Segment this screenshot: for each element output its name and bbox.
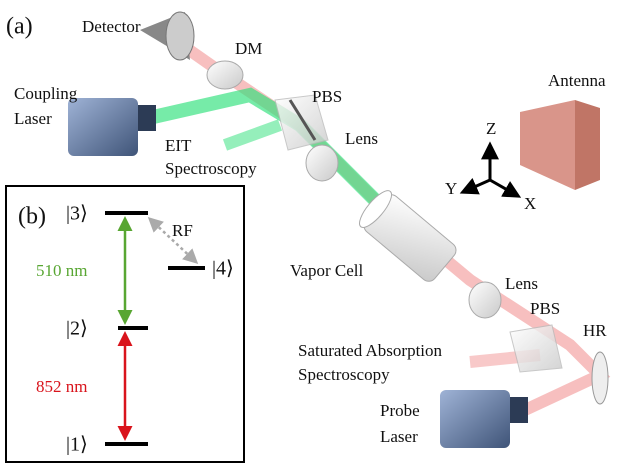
label: EIT — [165, 136, 192, 155]
label: Laser — [380, 427, 418, 446]
axis-label: Z — [486, 119, 496, 138]
level-label: |2⟩ — [66, 318, 88, 340]
energy-diagram: (b) |3⟩ |4⟩ |2⟩ |1⟩ RF 510 nm 852 nm — [6, 186, 244, 462]
label: DM — [235, 39, 262, 58]
label: Saturated Absorption — [298, 341, 443, 360]
panel-label: (a) — [6, 14, 33, 40]
figure: (a) Detector DM Coupling Laser PBS Anten… — [0, 0, 618, 469]
wavelength-label: 510 nm — [36, 261, 87, 280]
axis-label: Y — [445, 179, 457, 198]
level-label: |1⟩ — [66, 434, 88, 456]
label: PBS — [312, 87, 342, 106]
label: Vapor Cell — [290, 261, 363, 280]
label: Spectroscopy — [298, 365, 390, 384]
level-label: |3⟩ — [66, 203, 88, 225]
label: Detector — [82, 17, 141, 36]
level-label: |4⟩ — [212, 258, 234, 280]
label: Antenna — [548, 71, 606, 90]
label: Laser — [14, 109, 52, 128]
label: Coupling — [14, 84, 78, 103]
label: Lens — [345, 129, 378, 148]
label: RF — [172, 221, 193, 240]
label: Probe — [380, 401, 420, 420]
label: Lens — [505, 274, 538, 293]
axis-label: X — [524, 194, 536, 213]
label: Spectroscopy — [165, 159, 257, 178]
label: PBS — [530, 299, 560, 318]
panel-label: (b) — [18, 204, 46, 230]
wavelength-label: 852 nm — [36, 377, 87, 396]
label: HR — [583, 321, 607, 340]
